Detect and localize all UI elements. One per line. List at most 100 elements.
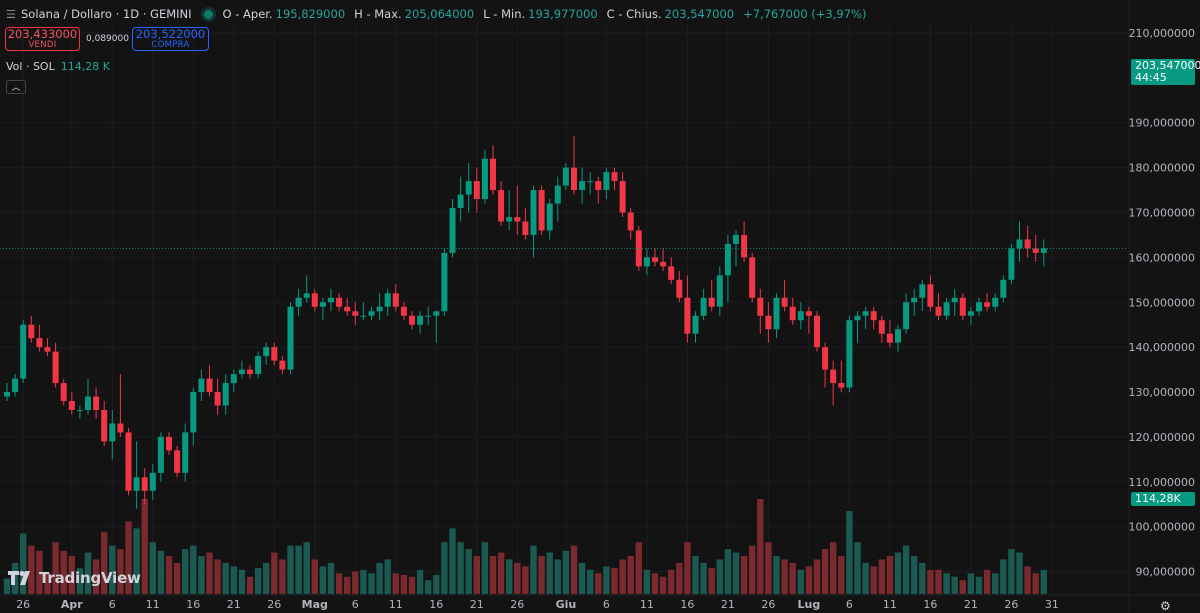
close-value: 203,547000 xyxy=(664,7,735,21)
x-tick-label: 11 xyxy=(883,598,897,611)
candle-body xyxy=(765,315,772,330)
candle-body xyxy=(579,181,586,191)
x-tick-label: Lug xyxy=(798,598,821,611)
volume-bar xyxy=(773,556,780,594)
last-price-value: 203,547000 xyxy=(1135,59,1200,72)
candle-body xyxy=(895,329,901,343)
candle-body xyxy=(133,477,140,491)
volume-bar xyxy=(724,549,732,594)
symbol-title[interactable]: Solana / Dollaro · 1D · GEMINI xyxy=(21,7,192,21)
candle-body xyxy=(303,293,310,298)
volume-bar xyxy=(862,562,869,594)
volume-bar xyxy=(11,562,19,594)
volume-bar xyxy=(554,559,561,594)
volume-bar xyxy=(1040,569,1047,594)
volume-bar xyxy=(84,552,92,594)
volume-legend[interactable]: Vol · SOL 114,28 K xyxy=(6,60,110,73)
candle-body xyxy=(344,306,351,312)
candle-body xyxy=(465,181,472,195)
candle-body xyxy=(1024,239,1031,249)
last-price-label: 203,547000 44:45 xyxy=(1131,59,1200,85)
volume-bar xyxy=(789,562,796,594)
menu-icon[interactable]: ☰ xyxy=(6,7,16,21)
x-tick-label: 16 xyxy=(680,598,694,611)
volume-bar xyxy=(182,549,189,594)
volume-bar xyxy=(254,568,262,594)
brand-name: TradingView xyxy=(39,569,141,587)
volume-bar xyxy=(28,545,35,594)
candle-body xyxy=(603,172,610,191)
candle-body xyxy=(830,369,837,384)
volume-bar xyxy=(44,573,51,594)
volume-bar xyxy=(546,552,553,594)
candle-body xyxy=(522,221,529,235)
candle-body xyxy=(903,302,910,330)
open-label: O - Aper. xyxy=(222,7,273,21)
volume-bar xyxy=(530,545,537,594)
open-value: 195,829000 xyxy=(275,7,346,21)
candle-body xyxy=(554,185,561,204)
volume-bar xyxy=(335,573,343,594)
volume-bar xyxy=(1016,552,1023,594)
candles xyxy=(4,136,1047,509)
time-axis: 26 Apr 6 11 16 21 26 Mag 6 11 16 21 26 Giu 6 11 16 21 26 Lu… xyxy=(0,594,1200,611)
candle-body xyxy=(157,436,164,473)
candle-body xyxy=(546,203,553,231)
candle-body xyxy=(733,234,739,244)
volume-bar xyxy=(684,542,691,594)
candle-body xyxy=(741,234,748,258)
candle-body xyxy=(368,311,375,316)
x-tick-label: 16 xyxy=(923,598,937,611)
candle-body xyxy=(238,369,245,375)
volume-bar xyxy=(52,542,59,594)
candle-body xyxy=(376,306,383,312)
volume-bar xyxy=(595,573,602,594)
candle-body xyxy=(935,306,942,316)
candle-body xyxy=(190,392,197,433)
volume-bar xyxy=(352,571,359,594)
volume-bar xyxy=(473,556,480,594)
volume-bar xyxy=(489,556,497,594)
market-status-icon xyxy=(203,9,213,19)
x-tick-label: 26 xyxy=(761,598,775,611)
candle-body xyxy=(295,297,302,307)
volume-bar xyxy=(360,569,367,594)
settings-gear-icon[interactable]: ⚙ xyxy=(1160,599,1171,613)
volume-bar xyxy=(886,556,894,594)
sell-button[interactable]: 203,433000 VENDI xyxy=(5,27,80,51)
candle-body xyxy=(627,212,634,231)
volume-bar xyxy=(271,552,278,594)
volume-bar xyxy=(700,562,707,594)
volume-bar xyxy=(384,559,391,594)
volume-bar xyxy=(983,569,991,594)
volume-bar xyxy=(133,528,140,594)
collapse-chevron-icon[interactable]: ︿ xyxy=(6,80,26,94)
sell-label: VENDI xyxy=(28,40,57,50)
close-label: C - Chius. xyxy=(606,7,662,21)
sell-price: 203,433000 xyxy=(7,27,78,41)
volume-bar xyxy=(117,549,124,594)
volume-bar xyxy=(238,569,246,594)
volume-bar xyxy=(902,545,910,594)
candle-body xyxy=(392,293,399,307)
volume-bar xyxy=(740,556,748,594)
candle-body xyxy=(271,347,278,361)
candle-body xyxy=(400,306,407,316)
volume-bar xyxy=(943,573,950,594)
volume-bar xyxy=(287,545,294,594)
candle-body xyxy=(117,423,124,433)
volume-bar xyxy=(797,569,804,594)
volume-bar xyxy=(587,569,594,594)
price-axis: 90,000000 100,000000 110,000000 120,000000 1… xyxy=(1128,0,1195,612)
volume-bar xyxy=(408,576,416,594)
volume-bar xyxy=(1024,566,1031,594)
volume-bar xyxy=(465,549,472,594)
buy-button[interactable]: 203,522000 COMPRA xyxy=(132,27,209,51)
candle-body xyxy=(595,181,602,191)
tradingview-logo[interactable]: TradingView xyxy=(8,569,141,587)
volume-bar xyxy=(757,499,764,594)
y-tick-label: 150,000000 xyxy=(1129,296,1195,309)
volume-bar xyxy=(190,545,197,594)
